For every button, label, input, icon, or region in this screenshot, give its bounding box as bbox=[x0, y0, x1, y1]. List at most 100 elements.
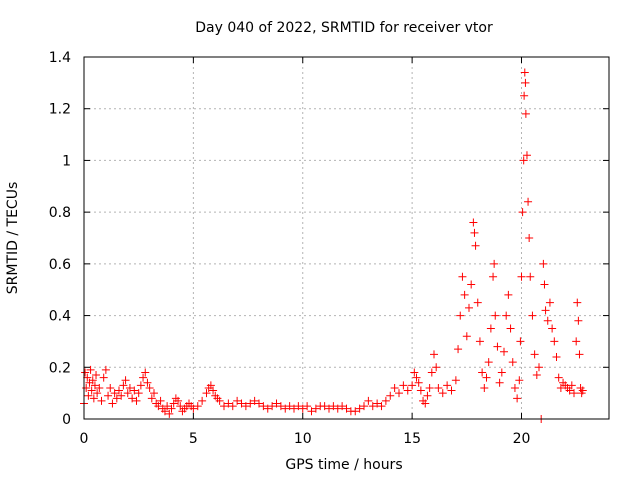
data-point-marker bbox=[520, 91, 529, 100]
data-point-marker bbox=[119, 381, 128, 390]
data-point-marker bbox=[108, 399, 117, 408]
y-tick-label: 1.4 bbox=[49, 50, 71, 66]
data-point-marker bbox=[525, 234, 534, 242]
data-point-marker bbox=[165, 409, 174, 418]
data-point-marker bbox=[467, 280, 476, 289]
data-point-marker bbox=[93, 389, 102, 398]
data-point-marker bbox=[497, 368, 506, 377]
data-point-marker bbox=[532, 371, 541, 380]
data-point-marker bbox=[462, 332, 471, 341]
data-point-marker bbox=[575, 350, 584, 359]
data-point-marker bbox=[516, 337, 525, 346]
data-point-marker bbox=[539, 259, 548, 268]
data-point-marker bbox=[209, 386, 218, 395]
data-point-marker bbox=[408, 381, 417, 390]
y-tick-label: 0.8 bbox=[49, 205, 71, 221]
data-point-marker bbox=[471, 241, 480, 250]
data-point-marker bbox=[565, 386, 574, 395]
y-tick-label: 1.2 bbox=[49, 102, 71, 118]
data-point-marker bbox=[368, 402, 377, 411]
data-point-marker bbox=[320, 402, 329, 411]
data-point-marker bbox=[110, 389, 119, 398]
data-point-marker bbox=[521, 78, 530, 87]
data-point-marker bbox=[500, 347, 508, 356]
data-point-marker bbox=[139, 373, 148, 382]
data-point-marker bbox=[263, 404, 272, 413]
y-tick-label: 0 bbox=[62, 412, 71, 428]
data-point-marker bbox=[399, 381, 408, 390]
data-point-marker bbox=[573, 298, 582, 307]
data-point-marker bbox=[414, 378, 423, 387]
y-tick-label: 1 bbox=[62, 153, 71, 169]
data-point-marker bbox=[410, 368, 419, 377]
data-point-marker bbox=[167, 404, 176, 413]
data-point-marker bbox=[241, 402, 250, 411]
data-point-marker bbox=[143, 378, 152, 387]
data-point-marker bbox=[508, 358, 517, 367]
data-point-marker bbox=[285, 402, 294, 411]
data-point-marker bbox=[298, 404, 307, 413]
data-point-marker bbox=[520, 68, 529, 77]
data-point-marker bbox=[519, 156, 528, 165]
data-point-marker bbox=[489, 272, 498, 281]
data-point-marker bbox=[84, 391, 93, 400]
data-point-marker bbox=[87, 386, 96, 395]
data-point-marker bbox=[220, 402, 228, 411]
data-point-marker bbox=[117, 391, 126, 400]
data-point-marker bbox=[132, 396, 141, 405]
data-point-marker bbox=[281, 404, 290, 413]
data-point-marker bbox=[470, 228, 479, 237]
data-point-marker bbox=[416, 386, 425, 395]
data-point-marker bbox=[484, 358, 493, 367]
y-axis-label: SRMTID / TECUs bbox=[5, 182, 21, 295]
data-point-marker bbox=[174, 396, 183, 405]
data-point-marker bbox=[504, 290, 513, 299]
data-point-marker bbox=[237, 399, 246, 408]
data-point-marker bbox=[425, 383, 434, 392]
data-point-marker bbox=[145, 383, 154, 392]
data-point-marker bbox=[458, 272, 467, 281]
data-point-marker bbox=[574, 316, 583, 325]
data-point-marker bbox=[513, 394, 522, 403]
data-point-marker bbox=[572, 337, 581, 346]
data-point-marker bbox=[454, 345, 463, 354]
data-point-marker bbox=[97, 396, 106, 405]
data-point-marker bbox=[570, 389, 578, 398]
data-point-marker bbox=[490, 259, 499, 268]
data-point-marker bbox=[578, 386, 587, 395]
data-point-marker bbox=[198, 396, 207, 405]
data-point-marker bbox=[215, 396, 224, 405]
x-tick-label: 15 bbox=[403, 431, 421, 447]
data-point-marker bbox=[250, 396, 259, 405]
data-point-marker bbox=[307, 407, 316, 416]
data-point-marker bbox=[550, 337, 559, 346]
data-point-marker bbox=[423, 391, 432, 400]
data-point-marker bbox=[206, 381, 215, 390]
data-point-marker bbox=[125, 383, 134, 392]
data-point-marker bbox=[246, 399, 255, 408]
data-point-marker bbox=[202, 389, 211, 398]
data-point-marker bbox=[482, 373, 491, 382]
data-point-marker bbox=[355, 404, 364, 413]
x-tick-label: 10 bbox=[294, 431, 312, 447]
y-tick-label: 0.6 bbox=[49, 257, 71, 273]
data-point-marker bbox=[150, 389, 158, 398]
data-point-marker bbox=[163, 402, 172, 411]
data-point-marker bbox=[342, 404, 351, 413]
x-tick-label: 0 bbox=[80, 431, 89, 447]
data-point-marker bbox=[475, 337, 484, 346]
x-tick-label: 20 bbox=[513, 431, 531, 447]
data-point-marker bbox=[493, 342, 502, 351]
data-point-marker bbox=[86, 365, 95, 374]
data-point-marker bbox=[83, 373, 92, 382]
data-point-marker bbox=[456, 311, 465, 320]
data-point-marker bbox=[276, 402, 285, 411]
data-point-marker bbox=[364, 396, 373, 405]
data-point-marker bbox=[427, 368, 436, 377]
grid-lines bbox=[84, 57, 609, 419]
data-point-marker bbox=[130, 386, 139, 395]
data-point-marker bbox=[255, 399, 263, 408]
data-point-marker bbox=[90, 381, 99, 390]
data-point-marker bbox=[224, 399, 233, 408]
